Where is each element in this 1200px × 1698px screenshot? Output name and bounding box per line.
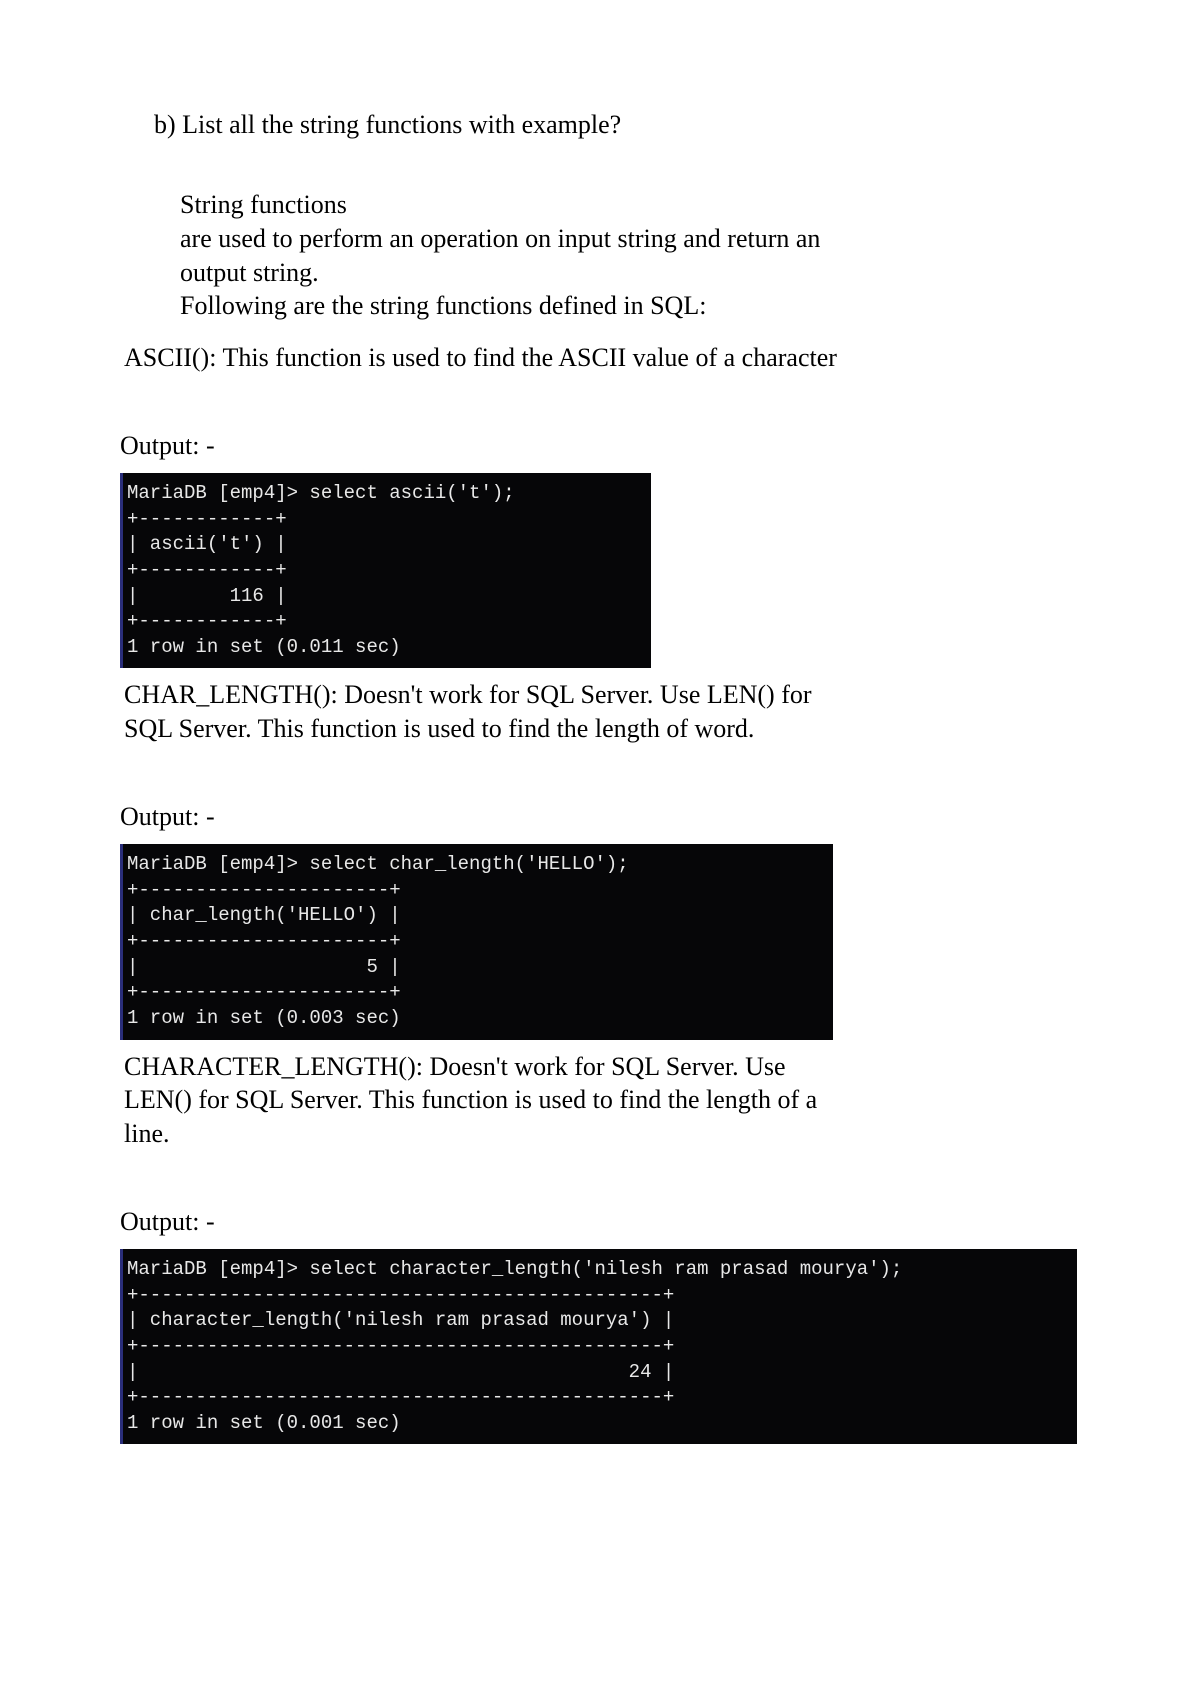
output-label: Output: - xyxy=(120,431,1080,461)
character-length-desc-l2: LEN() for SQL Server. This function is u… xyxy=(124,1085,817,1114)
char-length-description: CHAR_LENGTH(): Doesn't work for SQL Serv… xyxy=(124,678,1080,746)
terminal-output-ascii: MariaDB [emp4]> select ascii('t'); +----… xyxy=(120,473,651,668)
question-heading: b) List all the string functions with ex… xyxy=(154,110,1080,140)
character-length-desc-l3: line. xyxy=(124,1119,170,1148)
character-length-description: CHARACTER_LENGTH(): Doesn't work for SQL… xyxy=(124,1050,1080,1151)
character-length-desc-l1: CHARACTER_LENGTH(): Doesn't work for SQL… xyxy=(124,1052,786,1081)
document-page: b) List all the string functions with ex… xyxy=(0,0,1200,1554)
terminal-output-char-length: MariaDB [emp4]> select char_length('HELL… xyxy=(120,844,833,1039)
intro-title: String functions xyxy=(180,190,347,219)
output-label: Output: - xyxy=(120,802,1080,832)
intro-line1: are used to perform an operation on inpu… xyxy=(180,224,820,253)
intro-line3: Following are the string functions defin… xyxy=(180,291,706,320)
intro-line2: output string. xyxy=(180,258,319,287)
ascii-description: ASCII(): This function is used to find t… xyxy=(124,341,1080,375)
output-label: Output: - xyxy=(120,1207,1080,1237)
intro-paragraph: String functions are used to perform an … xyxy=(180,188,1080,323)
terminal-output-character-length: MariaDB [emp4]> select character_length(… xyxy=(120,1249,1077,1444)
char-length-desc-l2: SQL Server. This function is used to fin… xyxy=(124,714,754,743)
char-length-desc-l1: CHAR_LENGTH(): Doesn't work for SQL Serv… xyxy=(124,680,812,709)
